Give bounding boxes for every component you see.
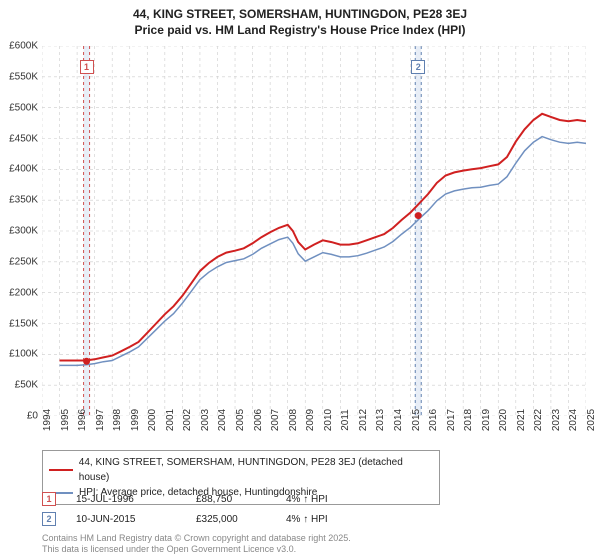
legend-swatch-address <box>49 469 73 471</box>
x-tick-label: 2017 <box>446 409 457 431</box>
x-tick-label: 1995 <box>60 409 71 431</box>
y-tick-label: £600K <box>0 41 38 52</box>
y-tick-label: £50K <box>0 380 38 391</box>
event-row: 1 15-JUL-1996 £88,750 4% ↑ HPI <box>42 492 328 506</box>
event-hpi: 4% ↑ HPI <box>286 494 328 505</box>
x-tick-label: 2008 <box>288 409 299 431</box>
x-tick-label: 1996 <box>77 409 88 431</box>
y-tick-label: £500K <box>0 102 38 113</box>
y-tick-label: £100K <box>0 349 38 360</box>
footer-line-2: This data is licensed under the Open Gov… <box>42 544 351 556</box>
y-tick-label: £250K <box>0 256 38 267</box>
legend-row: 44, KING STREET, SOMERSHAM, HUNTINGDON, … <box>49 455 433 485</box>
x-tick-label: 2023 <box>551 409 562 431</box>
x-tick-label: 2012 <box>358 409 369 431</box>
x-tick-label: 2018 <box>463 409 474 431</box>
x-tick-label: 2002 <box>182 409 193 431</box>
chart-container: 44, KING STREET, SOMERSHAM, HUNTINGDON, … <box>0 0 600 560</box>
x-tick-label: 2019 <box>481 409 492 431</box>
x-tick-label: 2005 <box>235 409 246 431</box>
x-tick-label: 2024 <box>568 409 579 431</box>
event-marker-1: 1 <box>42 492 56 506</box>
x-tick-label: 2007 <box>270 409 281 431</box>
y-tick-label: £350K <box>0 195 38 206</box>
x-tick-label: 2011 <box>340 409 351 431</box>
x-tick-label: 2014 <box>393 409 404 431</box>
event-marker-on-chart: 2 <box>411 60 425 74</box>
x-tick-label: 2016 <box>428 409 439 431</box>
event-price: £325,000 <box>196 514 286 525</box>
x-tick-label: 1997 <box>95 409 106 431</box>
y-tick-label: £300K <box>0 226 38 237</box>
event-marker-2: 2 <box>42 512 56 526</box>
footer-attribution: Contains HM Land Registry data © Crown c… <box>42 533 351 556</box>
event-date: 10-JUN-2015 <box>76 514 196 525</box>
y-tick-label: £550K <box>0 71 38 82</box>
x-tick-label: 2015 <box>411 409 422 431</box>
x-tick-label: 2013 <box>375 409 386 431</box>
event-row: 2 10-JUN-2015 £325,000 4% ↑ HPI <box>42 512 328 526</box>
x-tick-label: 2010 <box>323 409 334 431</box>
event-date: 15-JUL-1996 <box>76 494 196 505</box>
chart-area: £0£50K£100K£150K£200K£250K£300K£350K£400… <box>42 46 586 416</box>
x-tick-label: 2022 <box>533 409 544 431</box>
x-tick-label: 2020 <box>498 409 509 431</box>
x-tick-label: 1999 <box>130 409 141 431</box>
x-tick-label: 2006 <box>253 409 264 431</box>
x-tick-label: 2021 <box>516 409 527 431</box>
x-tick-label: 2009 <box>305 409 316 431</box>
x-tick-label: 2025 <box>586 409 597 431</box>
footer-line-1: Contains HM Land Registry data © Crown c… <box>42 533 351 545</box>
line-chart-svg <box>42 46 586 416</box>
title-subtitle: Price paid vs. HM Land Registry's House … <box>0 22 600 38</box>
y-tick-label: £0 <box>0 411 38 422</box>
title-address: 44, KING STREET, SOMERSHAM, HUNTINGDON, … <box>0 6 600 22</box>
x-tick-label: 2001 <box>165 409 176 431</box>
y-tick-label: £200K <box>0 287 38 298</box>
x-tick-label: 2003 <box>200 409 211 431</box>
title-block: 44, KING STREET, SOMERSHAM, HUNTINGDON, … <box>0 0 600 38</box>
event-hpi: 4% ↑ HPI <box>286 514 328 525</box>
event-marker-on-chart: 1 <box>80 60 94 74</box>
x-tick-label: 2000 <box>147 409 158 431</box>
event-price: £88,750 <box>196 494 286 505</box>
x-tick-label: 1998 <box>112 409 123 431</box>
y-tick-label: £400K <box>0 164 38 175</box>
legend-label-address: 44, KING STREET, SOMERSHAM, HUNTINGDON, … <box>79 455 433 485</box>
y-tick-label: £450K <box>0 133 38 144</box>
x-tick-label: 2004 <box>217 409 228 431</box>
x-tick-label: 1994 <box>42 409 53 431</box>
y-tick-label: £150K <box>0 318 38 329</box>
